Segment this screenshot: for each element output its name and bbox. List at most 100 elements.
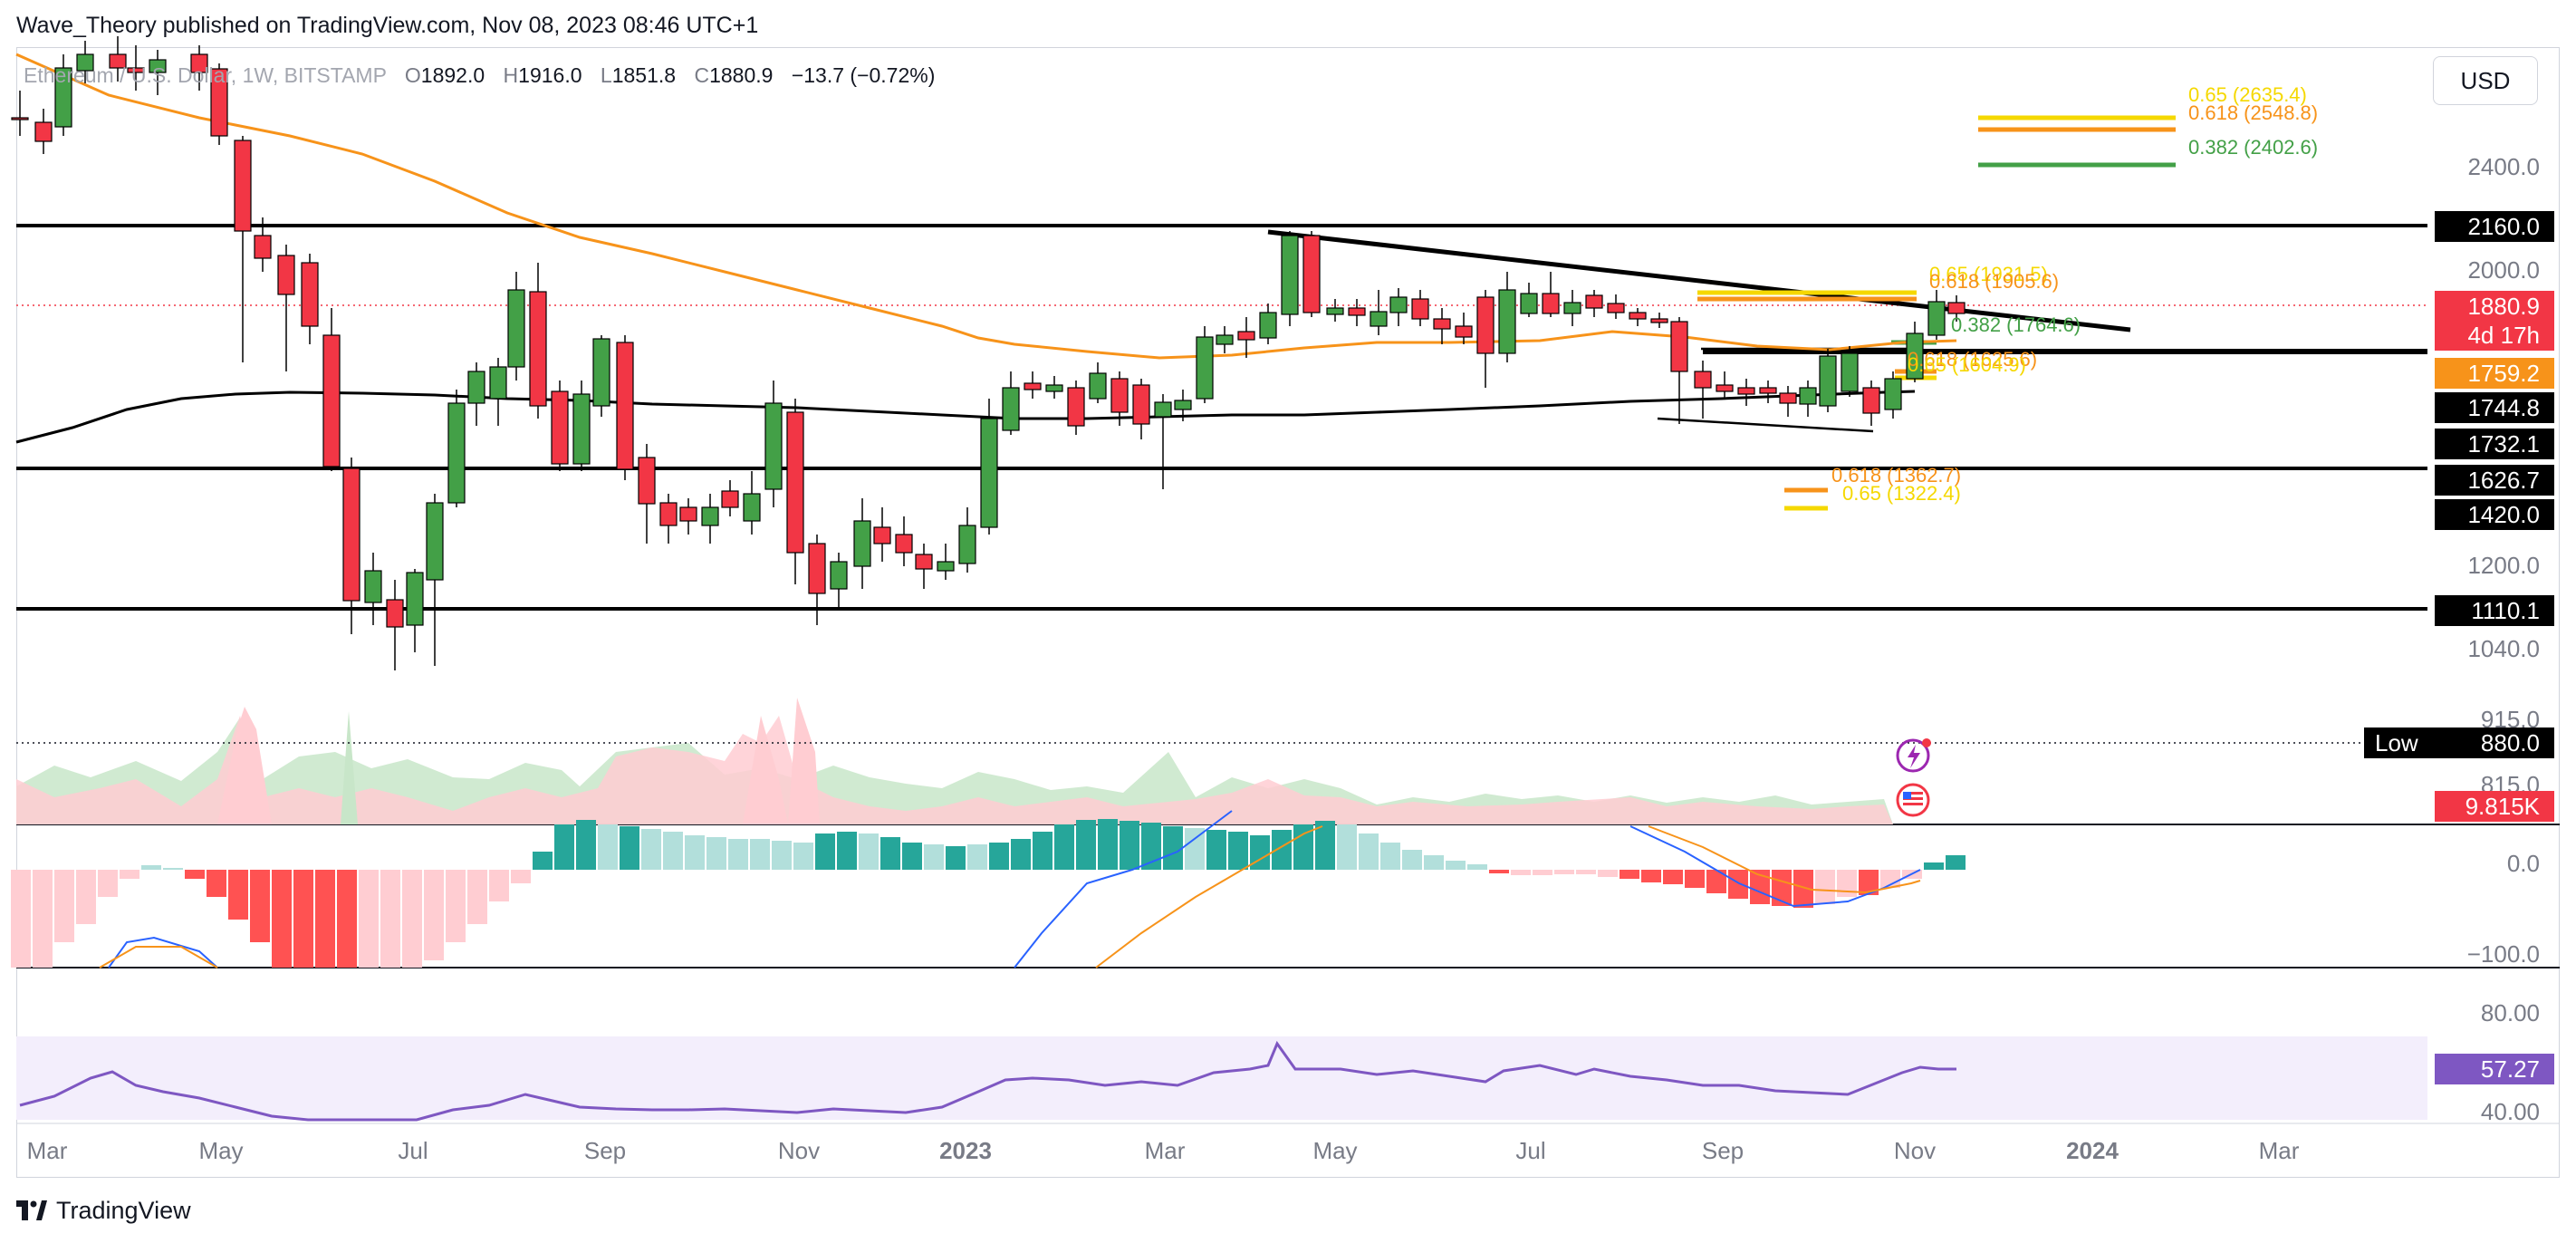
macd-bar — [337, 870, 357, 968]
volume-area — [16, 698, 1893, 824]
candle-body — [467, 371, 485, 404]
candle-body — [1002, 387, 1020, 431]
macd-bar — [380, 870, 400, 968]
macd-bar — [1163, 826, 1183, 870]
macd-bar — [1554, 870, 1574, 874]
low-marker-value: 880.0 — [2481, 729, 2540, 756]
macd-bar — [1641, 870, 1661, 882]
macd-bar — [1511, 870, 1531, 875]
candle-body — [54, 67, 72, 128]
price-tag-box — [2435, 211, 2554, 242]
candle-body — [1174, 400, 1192, 410]
price-axis[interactable]: 2400.02000.01200.01040.0915.0815.02160.0… — [2364, 153, 2554, 1125]
candle-body — [1216, 334, 1234, 345]
rsi-path — [19, 1040, 1956, 1122]
macd-bar — [1489, 870, 1509, 873]
fib-level-label: 0.618 (2548.8) — [2188, 101, 2318, 124]
open-label: O — [404, 63, 421, 87]
macd-bar — [141, 865, 161, 870]
fib-level-label: 0.618 (1625.6) — [1908, 348, 2037, 371]
price-tag-box — [2435, 392, 2554, 423]
candle-body — [1884, 378, 1902, 410]
macd-bar — [1467, 864, 1487, 870]
candle-body — [1563, 302, 1581, 314]
candle-body — [447, 402, 466, 504]
rsi-tick-label: 40.00 — [2481, 1098, 2540, 1125]
candle-body — [808, 543, 826, 594]
macd-bar — [924, 844, 944, 870]
macd-bar — [1011, 839, 1031, 870]
time-axis[interactable]: Mar May Jul Sep Nov 2023 Mar May Jul Sep Nov 2024 Ma… — [27, 1137, 2300, 1164]
macd-bar — [1250, 835, 1270, 870]
candle-body — [1411, 298, 1429, 320]
candle-body — [277, 255, 295, 295]
candle-body — [1389, 296, 1408, 313]
ema-50-path — [15, 53, 1957, 360]
candle-body — [1906, 332, 1924, 380]
time-tick-label: Jul — [1515, 1137, 1545, 1164]
candle-body — [1237, 331, 1255, 341]
macd-bar — [728, 839, 748, 870]
flash-icon[interactable] — [1896, 738, 1931, 773]
macd-bar — [76, 870, 96, 924]
candle-body — [109, 53, 127, 69]
candle-body — [786, 411, 804, 554]
time-tick-label: 2023 — [939, 1137, 992, 1164]
macd-bar — [207, 870, 226, 897]
fib-level-label: 0.382 (2402.6) — [2188, 136, 2318, 159]
candle-body — [1841, 352, 1859, 392]
time-tick-label: May — [1312, 1137, 1357, 1164]
price-tag-box — [2435, 499, 2554, 530]
macd-bar — [554, 824, 574, 870]
macd-bar — [576, 820, 596, 870]
fib-level-label: 0.618 (1362.7) — [1831, 464, 1961, 487]
chart-frame[interactable] — [16, 47, 2560, 1178]
footer: TradingView — [16, 1192, 191, 1229]
macd-bar — [1359, 833, 1379, 870]
macd-tick-label: 0.0 — [2507, 850, 2540, 877]
macd-bar — [1620, 870, 1639, 879]
macd-bar — [1598, 870, 1618, 877]
time-tick-label: Mar — [2259, 1137, 2300, 1164]
macd-bar — [1815, 870, 1835, 904]
us-flag-icon[interactable] — [1896, 783, 1930, 817]
candle-body — [1607, 303, 1625, 313]
fib-level-label: 0.65 (1604.9) — [1908, 353, 2026, 376]
symbol-name[interactable]: Ethereum / U.S. Dollar, 1W, BITSTAMP — [24, 63, 387, 87]
macd-bar — [185, 870, 205, 879]
macd-bar — [706, 837, 726, 870]
macd-bar — [685, 835, 705, 870]
macd-bar — [489, 870, 509, 901]
tradingview-logo-icon — [16, 1200, 47, 1220]
ema-200-line — [15, 390, 1916, 444]
candle-body — [1045, 384, 1063, 392]
macd-bar — [1033, 832, 1053, 870]
macd-bar — [1076, 820, 1096, 870]
time-tick-label: Jul — [398, 1137, 428, 1164]
macd-bar — [1424, 855, 1444, 870]
macd-bar — [1946, 855, 1966, 870]
macd-bar — [511, 870, 531, 883]
signal-line-path-2 — [1095, 825, 1323, 968]
candle-body — [1326, 307, 1344, 315]
currency-button[interactable]: USD — [2433, 56, 2538, 105]
macd-lines — [99, 810, 1921, 968]
ema-200-path — [15, 390, 1916, 444]
macd-bar — [1054, 824, 1074, 870]
price-tag-label: 1732.1 — [2467, 430, 2540, 458]
price-tick-label: 1200.0 — [2467, 552, 2540, 579]
candle-body — [1455, 325, 1473, 338]
price-tag: 1732.1 — [2435, 429, 2554, 459]
price-tag: 9.815K — [2435, 791, 2554, 822]
candle-body — [364, 570, 382, 603]
rsi-tick-label: 80.00 — [2481, 999, 2540, 1026]
candle-body — [1799, 387, 1817, 405]
price-tag-label: 1880.9 — [2467, 293, 2540, 320]
macd-bar — [1685, 870, 1705, 888]
low-value: 1851.8 — [611, 63, 677, 87]
candle-body — [1196, 336, 1214, 400]
candle-body — [1520, 293, 1538, 314]
price-tag-box — [2435, 465, 2554, 496]
macd-histogram — [11, 819, 1966, 968]
